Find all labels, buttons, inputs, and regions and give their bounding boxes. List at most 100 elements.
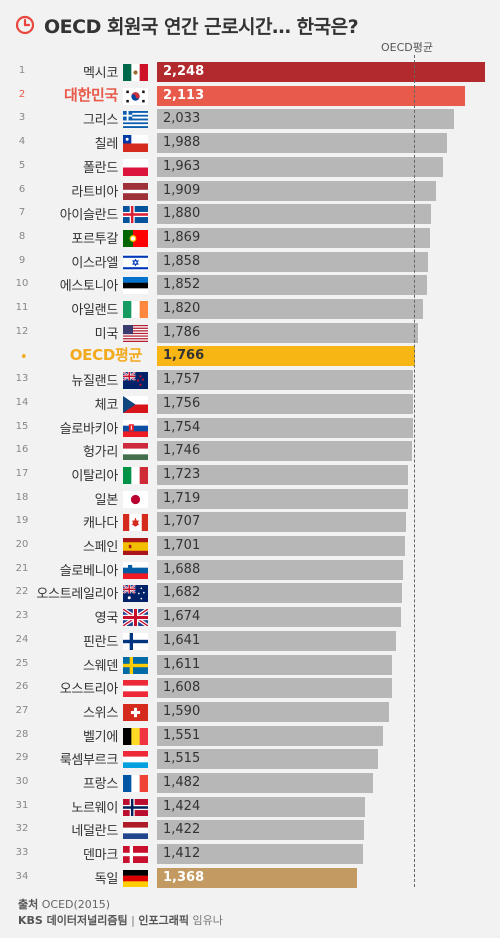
value-label: 1,424 [163,798,201,814]
rank-label: 3 [18,112,26,124]
rank-label: 19 [15,515,29,527]
bar [157,204,432,225]
bar [157,62,485,82]
denmark-flag-icon [123,846,148,864]
chart-row: 6 라트비아 1,909 [0,179,500,203]
credit-separator: | [131,914,135,927]
bar [157,820,365,841]
bar [157,464,409,485]
value-label: 1,482 [163,775,201,790]
country-label: 헝가리 [83,445,118,461]
rank-label: 18 [15,491,29,503]
source-value: OCED(2015) [41,898,111,911]
uk-flag-icon [123,609,148,627]
estonia-flag-icon [123,277,148,295]
chart-row: 23 영국 1,674 [0,605,500,629]
chart-row: 32 네덜란드 1,422 [0,818,500,842]
clock-icon [15,15,35,35]
oecd-average-line [414,55,415,887]
value-label: 1,746 [163,443,201,459]
country-label: 이탈리아 [71,468,118,484]
rank-label: 21 [15,562,29,574]
chart-row: 20 스페인 1,701 [0,534,500,558]
footer: 출처 OCED(2015) KBS 데이터저널리즘팀 | 인포그래픽 임유나 [0,894,500,938]
iceland-flag-icon [123,206,148,224]
chart-row: 2 대한민국 2,113 [0,84,500,108]
rank-label: 9 [18,254,26,266]
value-label: 1,786 [163,324,201,340]
bar [157,393,414,414]
chart-row: 1 멕시코 2,248 [0,60,500,84]
country-label: 스위스 [83,705,118,721]
rank-label: 4 [18,136,26,148]
value-label: 2,248 [163,64,205,79]
chart-row: 9 이스라엘 1,858 [0,250,500,274]
country-label: OECD평균 [69,346,143,365]
chart-row: 34 독일 1,368 [0,866,500,890]
country-label: 오스트레일리아 [36,587,118,603]
mexico-flag-icon [123,64,148,81]
chart-row: • OECD평균 1,766 [0,344,500,368]
value-label: 1,766 [163,348,205,364]
country-label: 스페인 [83,540,118,555]
czech-flag-icon [123,395,148,413]
greece-flag-icon [123,111,148,129]
value-label: 1,608 [163,680,201,696]
norway-flag-icon [123,798,148,816]
bar [157,536,406,556]
chart-row: 18 일본 1,719 [0,487,500,511]
chart-row: 7 아이슬란드 1,880 [0,202,500,226]
country-label: 그리스 [83,113,118,129]
slovenia-flag-icon [123,561,148,579]
country-label: 영국 [94,611,119,627]
source-label: 출처 [18,898,39,911]
value-label: 2,033 [163,111,201,127]
chart-row: 25 스웨덴 1,611 [0,653,500,677]
rank-label: 26 [15,681,29,693]
luxembourg-flag-icon [123,751,148,769]
chart-row: 19 캐나다 1,707 [0,510,500,534]
spain-flag-icon [123,538,148,555]
israel-flag-icon [123,253,148,271]
value-label: 2,113 [163,87,205,103]
chart-row: 4 칠레 1,988 [0,131,500,155]
value-label: 1,422 [163,822,201,838]
chart-row: 29 룩셈부르크 1,515 [0,747,500,771]
country-label: 룩셈부르크 [59,753,119,769]
country-label: 아일랜드 [71,303,118,318]
austria-flag-icon [123,680,148,698]
chart-row: 14 체코 1,756 [0,392,500,416]
rank-label: 10 [15,278,29,290]
value-label: 1,909 [163,182,201,198]
rank-label: 2 [18,88,26,100]
bar [157,227,430,248]
italy-flag-icon [123,466,148,484]
value-label: 1,988 [163,135,201,151]
bar [157,133,448,154]
country-label: 캐나다 [83,516,118,532]
rank-label: 30 [15,776,29,787]
chart-row: 28 벨기에 1,551 [0,724,500,748]
value-label: 1,412 [163,846,201,862]
netherlands-flag-icon [123,822,148,840]
bar [157,322,418,343]
rank-label: 6 [18,183,26,195]
country-label: 덴마크 [83,848,118,864]
value-label: 1,852 [163,277,201,293]
rank-label: 12 [15,325,29,337]
bar [157,370,414,391]
finland-flag-icon [123,632,148,650]
bar [157,275,428,296]
bar [157,417,413,438]
credit-role: 인포그래픽 [138,914,189,927]
chart-row: 8 포르투갈 1,869 [0,226,500,250]
value-label: 1,757 [163,372,201,388]
bar [157,299,423,319]
chart-row: 33 덴마크 1,412 [0,842,500,866]
rank-label: 14 [15,396,29,408]
oecd-average-header-label: OECD평균 [381,41,433,54]
rank-label: 16 [15,444,29,456]
korea-flag-icon [123,87,148,105]
rank-label: 25 [15,657,29,669]
value-label: 1,723 [163,466,201,482]
